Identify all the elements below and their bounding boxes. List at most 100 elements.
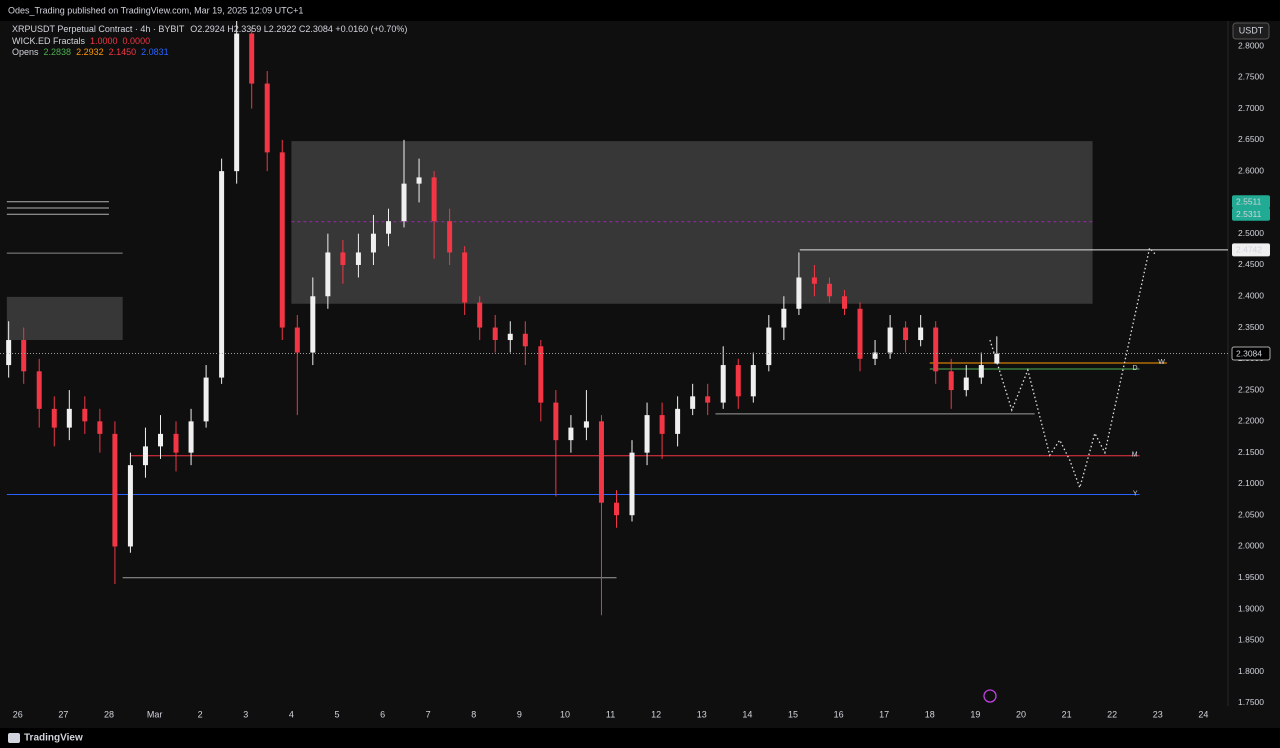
y-tick-label: 2.1500: [1238, 447, 1264, 457]
event-icon[interactable]: [983, 689, 997, 703]
candle-body: [842, 296, 848, 309]
legend-value: 1.0000: [90, 36, 118, 46]
price-badge: [1232, 207, 1270, 221]
y-tick-label: 1.8000: [1238, 666, 1264, 676]
candle-body: [158, 433, 164, 447]
y-tick-label: 2.4000: [1238, 291, 1264, 301]
price-label: 2.5511: [1236, 196, 1262, 206]
candle-body: [659, 415, 665, 434]
x-tick-label: 13: [697, 709, 707, 719]
fractals-legend: WICK.ED Fractals 1.0000 0.0000: [12, 36, 150, 46]
x-tick-label: 17: [879, 709, 889, 719]
publisher: Odes_Trading published on TradingView.co…: [8, 5, 303, 15]
plot: M Y W D: [0, 21, 1228, 616]
candle-body: [887, 327, 893, 353]
candle-body: [51, 408, 57, 428]
x-tick-label: 4: [289, 709, 294, 719]
candle-body: [386, 221, 392, 234]
logo: [8, 733, 20, 743]
bottom-bar: [0, 728, 1280, 748]
candle-body: [629, 452, 635, 516]
x-tick-label: 8: [471, 709, 476, 719]
candle-body: [97, 421, 103, 434]
y-tick-label: 2.5000: [1238, 228, 1264, 238]
y-tick-label: 2.6000: [1238, 165, 1264, 175]
candle-body: [36, 371, 42, 409]
candle-body: [188, 421, 194, 453]
y-tick-label: 2.0500: [1238, 509, 1264, 519]
candle-body: [811, 277, 817, 284]
legend-label: WICK.ED Fractals: [12, 36, 86, 46]
legend-value: 2.2932: [76, 47, 104, 57]
x-tick-label: 16: [834, 709, 844, 719]
ohlc: O2.2924 H2.3359 L2.2922 C2.3084 +0.0160 …: [190, 24, 407, 34]
candle-body: [705, 396, 711, 403]
legend-line: XRPUSDT Perpetual Contract · 4h · BYBIT O…: [12, 24, 407, 34]
x-tick-label: 3: [243, 709, 248, 719]
candle-body: [614, 502, 620, 516]
x-tick-label: 12: [651, 709, 661, 719]
price-label: 2.5311: [1236, 209, 1262, 219]
legend-value: 2.1450: [109, 47, 137, 57]
candle-body: [431, 177, 437, 222]
x-tick-label: 22: [1107, 709, 1117, 719]
candle-body: [264, 83, 270, 153]
price-badge: [1231, 346, 1271, 361]
x-tick-label: 19: [970, 709, 980, 719]
candle-body: [994, 353, 1000, 364]
x-tick-label: 5: [334, 709, 339, 719]
x-tick-label: 24: [1198, 709, 1208, 719]
price-badge: [1232, 195, 1270, 209]
candle-body: [112, 433, 118, 547]
y-tick-label: 1.9000: [1238, 603, 1264, 613]
candle-body: [340, 252, 346, 265]
y-tick-label: 2.1000: [1238, 478, 1264, 488]
candle-body: [279, 152, 285, 328]
x-tick-label: 10: [560, 709, 570, 719]
x-tick-label: 18: [925, 709, 935, 719]
candle-body: [173, 433, 179, 453]
candle-body: [234, 33, 240, 172]
y-tick-label: 2.2500: [1238, 384, 1264, 394]
candle-body: [522, 333, 528, 347]
top-bar: [0, 0, 1280, 21]
candle-body: [538, 346, 544, 403]
opens-legend: Opens 2.2838 2.2932 2.1450 2.0831: [12, 47, 169, 57]
candle-body: [477, 302, 483, 328]
currency[interactable]: USDT: [1239, 25, 1264, 35]
level-tag: W: [1158, 359, 1165, 366]
currency-button[interactable]: [1232, 22, 1270, 40]
candle-body: [857, 308, 863, 359]
candle-body: [66, 408, 72, 428]
projection-path: [989, 246, 1157, 490]
candle-body: [142, 446, 148, 466]
y-tick-label: 1.7500: [1238, 697, 1264, 707]
candle-body: [127, 465, 133, 547]
y-tick-label: 2.7500: [1238, 72, 1264, 82]
x-tick-label: 11: [606, 709, 615, 719]
candle-body: [447, 221, 453, 253]
candle-body: [462, 252, 468, 303]
candle-body: [826, 283, 832, 297]
zone: [291, 141, 1093, 304]
x-tick-label: 23: [1153, 709, 1163, 719]
x-tick-label: 27: [58, 709, 68, 719]
candle-body: [720, 365, 726, 403]
level-tag: D: [1132, 365, 1137, 372]
legend-label: Opens: [12, 47, 39, 57]
candle-body: [355, 252, 361, 265]
x-tick-label: 26: [13, 709, 23, 719]
candle-body: [583, 421, 589, 428]
x-tick-label: 15: [788, 709, 798, 719]
candle-body: [933, 327, 939, 372]
candle-body: [401, 183, 407, 222]
y-tick-label: 2.2000: [1238, 416, 1264, 426]
level-tag: Y: [1133, 490, 1138, 497]
legend-value: 0.0000: [123, 36, 151, 46]
x-tick-label: 14: [742, 709, 752, 719]
y-tick-label: 1.9500: [1238, 572, 1264, 582]
candle-body: [82, 408, 88, 422]
candle-body: [644, 415, 650, 453]
candle-body: [507, 333, 513, 341]
